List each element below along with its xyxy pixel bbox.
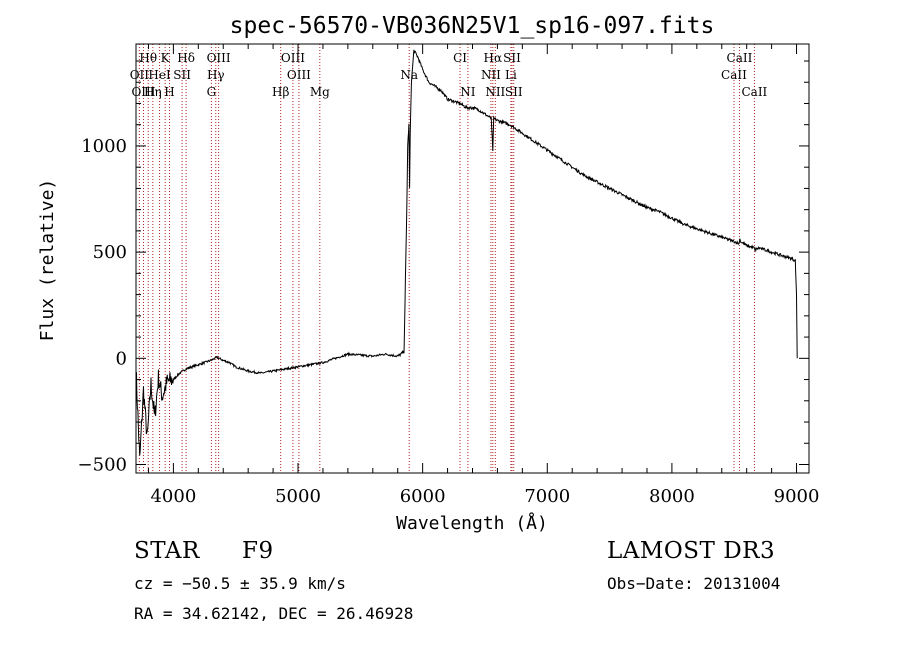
- line-marker-label: SII: [503, 51, 521, 65]
- y-tick-label: 500: [93, 242, 127, 263]
- line-marker-label: OIII: [281, 51, 305, 65]
- line-marker-label: CaII: [741, 85, 767, 99]
- y-tick-label: −500: [78, 455, 127, 476]
- line-marker-label: Mg: [310, 85, 330, 99]
- line-marker-label: K: [161, 51, 171, 65]
- y-axis-tick-labels: −500 0 500 1000: [78, 136, 127, 476]
- y-axis-label: Flux (relative): [37, 179, 58, 342]
- redshift-text: cz = −50.5 ± 35.9 km/s: [134, 574, 346, 593]
- x-axis-ticks: [147, 44, 798, 473]
- y-tick-label: 1000: [81, 136, 127, 157]
- line-marker-label: Hα: [484, 51, 503, 65]
- line-marker-label: G: [207, 85, 217, 99]
- line-marker-label: H: [164, 85, 174, 99]
- x-tick-label: 7000: [524, 486, 570, 507]
- spectrum-chart: spec-56570-VB036N25V1_sp16-097.fits Hθ K H…: [37, 13, 819, 534]
- line-marker-label: OIII: [131, 85, 155, 99]
- x-tick-label: 9000: [774, 486, 820, 507]
- emission-line-markers: [138, 44, 755, 473]
- line-marker-label: NII: [481, 68, 501, 82]
- line-marker-label: Na: [400, 68, 418, 82]
- x-axis-tick-labels: 4000 5000 6000 7000 8000 9000: [150, 486, 819, 507]
- chart-title: spec-56570-VB036N25V1_sp16-097.fits: [230, 13, 715, 39]
- x-tick-label: 6000: [400, 486, 446, 507]
- observation-date: Obs−Date: 20131004: [607, 574, 781, 593]
- line-marker-label: Hβ: [272, 85, 289, 99]
- line-marker-label: Li: [505, 68, 517, 82]
- line-marker-label: HeI: [148, 68, 171, 82]
- coordinates-text: RA = 34.62142, DEC = 26.46928: [134, 604, 414, 623]
- line-marker-label: OII: [130, 68, 150, 82]
- line-marker-label: OIII: [287, 68, 311, 82]
- survey-name: LAMOST DR3: [607, 538, 776, 564]
- line-marker-label: NI: [460, 85, 476, 99]
- line-marker-label: OIII: [207, 51, 231, 65]
- x-tick-label: 4000: [150, 486, 196, 507]
- line-marker-label: Hδ: [177, 51, 195, 65]
- spectrum-line: [135, 49, 798, 456]
- y-tick-label: 0: [116, 348, 127, 369]
- spectral-subclass: F9: [242, 538, 274, 564]
- y-axis-ticks: [136, 60, 809, 466]
- x-tick-label: 5000: [275, 486, 321, 507]
- line-marker-label: NII: [485, 85, 505, 99]
- line-marker-label: CaII: [727, 51, 753, 65]
- line-marker-label: CI: [453, 51, 467, 65]
- line-marker-label: SII: [173, 68, 191, 82]
- line-marker-label: Hθ: [139, 51, 157, 65]
- object-type: STAR: [134, 538, 200, 564]
- line-marker-label: Hη: [144, 85, 162, 99]
- line-marker-label: Hγ: [207, 68, 225, 82]
- line-marker-label: CaII: [721, 68, 747, 82]
- line-marker-label: SII: [505, 85, 523, 99]
- x-axis-label: Wavelength (Å): [396, 512, 548, 534]
- x-tick-label: 8000: [649, 486, 695, 507]
